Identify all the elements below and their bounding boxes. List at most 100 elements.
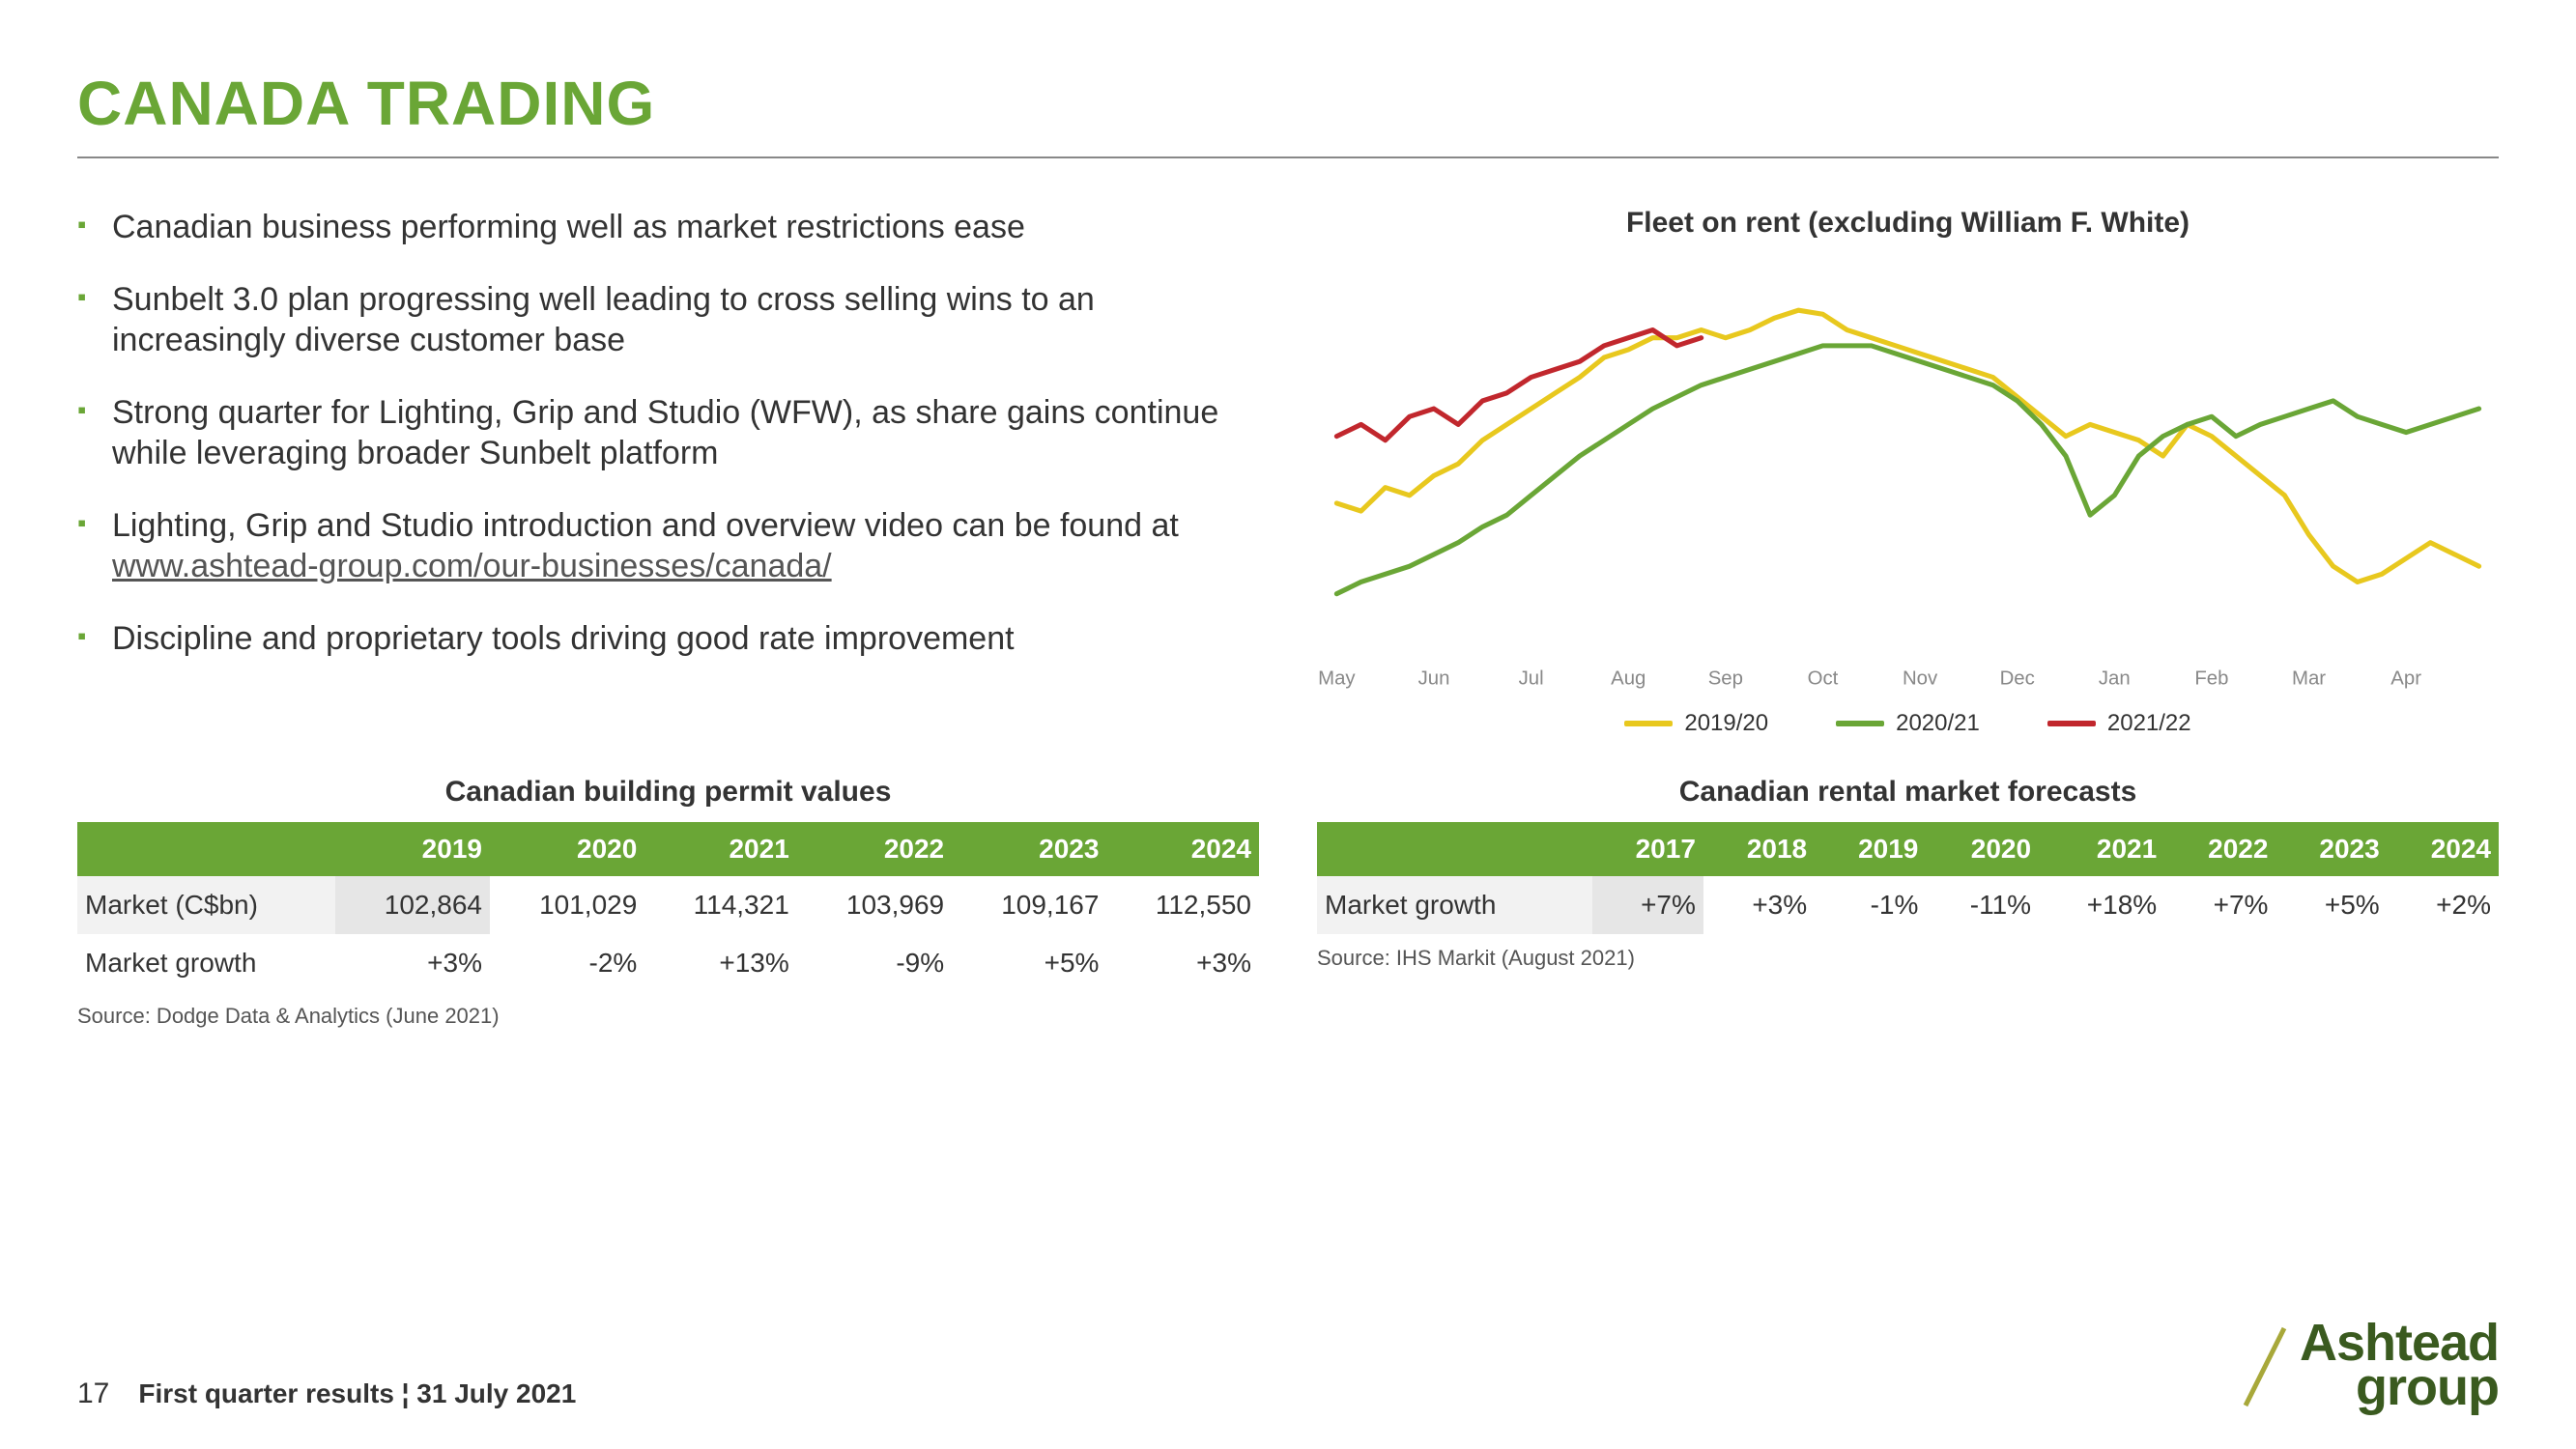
line-chart-svg: May Jun Jul Aug Sep Oct Nov Dec Jan Feb Mar Apr [1317, 249, 2499, 702]
bullet-list: Canadian business performing well as mar… [77, 207, 1259, 659]
chart-x-label: Jan [2099, 668, 2131, 689]
logo-slash-icon [2236, 1323, 2294, 1410]
logo-bottom: group [2300, 1366, 2499, 1410]
chart-x-label: Feb [2194, 668, 2228, 689]
table-cell: Market (C$bn) [77, 876, 335, 934]
table-cell: +3% [335, 934, 490, 992]
table-header-cell: 2024 [2388, 822, 2499, 876]
table-row: Market (C$bn)102,864101,029114,321103,96… [77, 876, 1259, 934]
table-cell: +5% [952, 934, 1106, 992]
rental-source: Source: IHS Markit (August 2021) [1317, 946, 2499, 971]
rental-table-title: Canadian rental market forecasts [1317, 776, 2499, 809]
chart-x-label: Oct [1808, 668, 1839, 689]
video-link[interactable]: www.ashtead-group.com/our-businesses/can… [112, 548, 832, 584]
chart-x-label: Jul [1519, 668, 1544, 689]
table-cell: -1% [1815, 876, 1926, 934]
chart-x-label: Sep [1708, 668, 1743, 689]
table-cell: +2% [2388, 876, 2499, 934]
table-cell: Market growth [1317, 876, 1592, 934]
table-header-cell: 2018 [1703, 822, 1815, 876]
legend-label: 2021/22 [2107, 710, 2191, 737]
content-area: Canadian business performing well as mar… [77, 207, 2499, 737]
right-column: Fleet on rent (excluding William F. Whit… [1317, 207, 2499, 737]
table-header-cell: 2021 [2039, 822, 2164, 876]
page-number: 17 [77, 1378, 109, 1410]
table-header-cell: 2019 [1815, 822, 1926, 876]
table-cell: +7% [1592, 876, 1703, 934]
table-cell: -2% [490, 934, 644, 992]
fleet-chart: May Jun Jul Aug Sep Oct Nov Dec Jan Feb Mar Apr 201… [1317, 249, 2499, 737]
legend-swatch [2047, 721, 2096, 726]
bullet-item: Sunbelt 3.0 plan progressing well leadin… [77, 279, 1259, 361]
legend-item: 2021/22 [2047, 710, 2191, 737]
table-header-cell: 2023 [952, 822, 1106, 876]
table-row: Market growth+7%+3%-1%-11%+18%+7%+5%+2% [1317, 876, 2499, 934]
table-header-cell [77, 822, 335, 876]
permits-table-block: Canadian building permit values 20192020… [77, 776, 1259, 1029]
legend-label: 2019/20 [1684, 710, 1768, 737]
logo-text-wrap: Ashtead group [2300, 1321, 2499, 1410]
chart-x-label: Aug [1611, 668, 1646, 689]
chart-x-label: Apr [2390, 668, 2421, 689]
rental-table-block: Canadian rental market forecasts 2017201… [1317, 776, 2499, 1029]
chart-title: Fleet on rent (excluding William F. Whit… [1317, 207, 2499, 240]
left-column: Canadian business performing well as mar… [77, 207, 1259, 737]
title-divider [77, 156, 2499, 158]
slide-title: CANADA TRADING [77, 68, 2499, 139]
table-cell: -11% [1926, 876, 2039, 934]
tables-row: Canadian building permit values 20192020… [77, 776, 2499, 1029]
bullet-item: Strong quarter for Lighting, Grip and St… [77, 392, 1259, 474]
bullet-item: Canadian business performing well as mar… [77, 207, 1259, 248]
chart-legend: 2019/20 2020/21 2021/22 [1317, 710, 2499, 737]
table-cell: +3% [1106, 934, 1259, 992]
table-cell: 102,864 [335, 876, 490, 934]
table-header-cell: 2024 [1106, 822, 1259, 876]
table-row: Market growth+3%-2%+13%-9%+5%+3% [77, 934, 1259, 992]
table-cell: +13% [644, 934, 796, 992]
table-header-cell: 2022 [2164, 822, 2275, 876]
chart-x-label: May [1318, 668, 1356, 689]
legend-swatch [1624, 721, 1673, 726]
table-cell: +18% [2039, 876, 2164, 934]
footer-left: 17 First quarter results ¦ 31 July 2021 [77, 1378, 576, 1410]
legend-item: 2019/20 [1624, 710, 1768, 737]
table-header-cell: 2017 [1592, 822, 1703, 876]
bullet-text: Lighting, Grip and Studio introduction a… [112, 507, 1179, 544]
bullet-item: Discipline and proprietary tools driving… [77, 618, 1259, 660]
table-cell: -9% [797, 934, 952, 992]
slide-footer: 17 First quarter results ¦ 31 July 2021 … [77, 1321, 2499, 1410]
table-header-cell [1317, 822, 1592, 876]
permits-table-title: Canadian building permit values [77, 776, 1259, 809]
chart-x-label: Mar [2292, 668, 2326, 689]
legend-label: 2020/21 [1896, 710, 1980, 737]
legend-item: 2020/21 [1836, 710, 1980, 737]
table-cell: +7% [2164, 876, 2275, 934]
chart-x-label: Nov [1903, 668, 1938, 689]
permits-source: Source: Dodge Data & Analytics (June 202… [77, 1004, 1259, 1029]
table-cell: 112,550 [1106, 876, 1259, 934]
table-cell: Market growth [77, 934, 335, 992]
bullet-item: Lighting, Grip and Studio introduction a… [77, 505, 1259, 587]
footer-text: First quarter results ¦ 31 July 2021 [138, 1378, 576, 1409]
permits-table: 201920202021202220232024 Market (C$bn)10… [77, 822, 1259, 992]
table-cell: +5% [2275, 876, 2387, 934]
table-cell: 103,969 [797, 876, 952, 934]
ashtead-logo: Ashtead group [2236, 1321, 2499, 1410]
table-header-cell: 2019 [335, 822, 490, 876]
table-header-cell: 2022 [797, 822, 952, 876]
chart-series-line [1336, 346, 2478, 594]
table-cell: +3% [1703, 876, 1815, 934]
chart-series-line [1336, 310, 2478, 582]
table-header-cell: 2021 [644, 822, 796, 876]
rental-table: 20172018201920202021202220232024 Market … [1317, 822, 2499, 934]
table-cell: 109,167 [952, 876, 1106, 934]
table-cell: 101,029 [490, 876, 644, 934]
table-header-cell: 2020 [490, 822, 644, 876]
table-header-cell: 2020 [1926, 822, 2039, 876]
chart-x-label: Jun [1418, 668, 1450, 689]
table-header-cell: 2023 [2275, 822, 2387, 876]
chart-series-line [1336, 330, 1701, 440]
legend-swatch [1836, 721, 1884, 726]
table-cell: 114,321 [644, 876, 796, 934]
chart-x-label: Dec [2000, 668, 2035, 689]
